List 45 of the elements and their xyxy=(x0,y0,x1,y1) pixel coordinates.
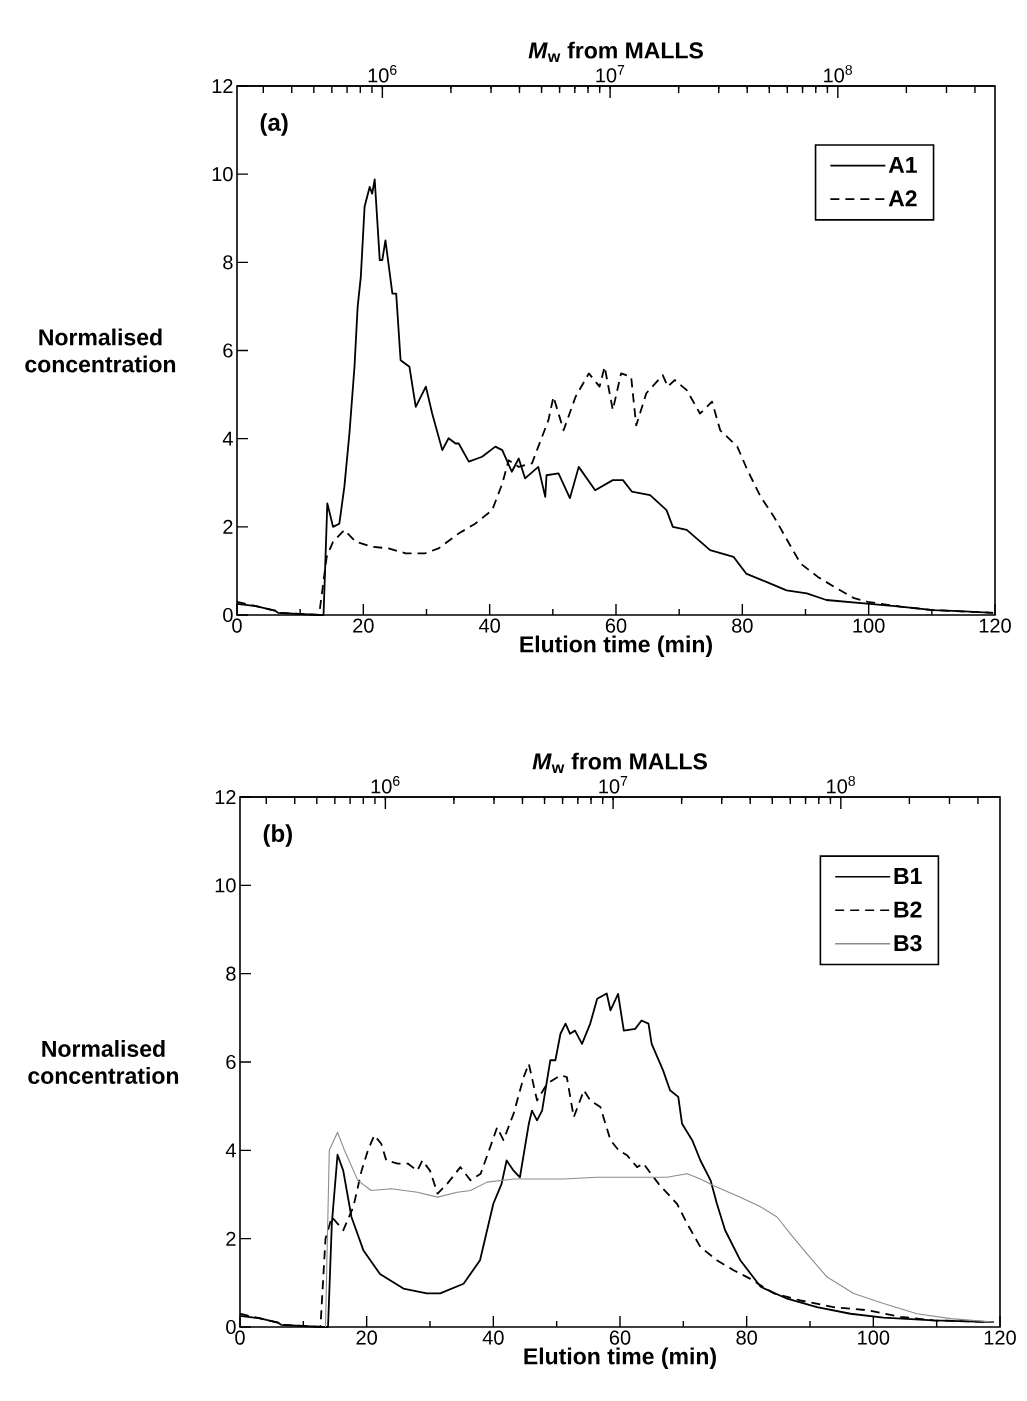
x-tick-label: 60 xyxy=(609,1330,631,1345)
y-tick-label: 4 xyxy=(225,1143,236,1158)
annotation: (a) xyxy=(260,113,288,136)
y-tick-label: 6 xyxy=(226,1054,236,1070)
y-tick-label: 4 xyxy=(222,431,233,446)
x-tick-label: 20 xyxy=(356,1330,377,1345)
y-tick-label: 8 xyxy=(226,966,236,981)
legend-label: A1 xyxy=(888,156,917,173)
legend-label: B2 xyxy=(894,901,922,918)
y-axis-title: Normalised concentration xyxy=(28,1040,179,1084)
x-tick-label: 80 xyxy=(736,1330,757,1345)
x-axis-title: Elution time (min) xyxy=(520,635,712,657)
x2-tick-label: 10$^{8}$ xyxy=(824,64,852,83)
y-tick-label: 12 xyxy=(212,79,233,93)
y-tick-label: 2 xyxy=(223,519,233,534)
x-tick-label: 120 xyxy=(984,1330,1016,1345)
annotation: (b) xyxy=(263,824,292,847)
x2-tick-label: 10$^{8}$ xyxy=(827,775,855,794)
x-axis-title: Elution time (min) xyxy=(524,1347,716,1369)
y-tick-label: 0 xyxy=(223,607,233,623)
y-tick-label: 2 xyxy=(226,1231,236,1246)
y-tick-label: 6 xyxy=(223,343,233,358)
x2-tick-label: 10$^{6}$ xyxy=(371,775,400,794)
y-tick-label: 0 xyxy=(226,1319,236,1335)
x-tick-label: 60 xyxy=(605,618,627,633)
y-tick-label: 10 xyxy=(215,878,236,893)
x-tick-label: 100 xyxy=(853,618,885,633)
x-tick-label: 20 xyxy=(353,618,374,633)
x-tick-label: 80 xyxy=(732,618,753,633)
x2-tick-label: 10$^{7}$ xyxy=(596,65,625,83)
y-tick-label: 8 xyxy=(223,255,233,270)
x2-axis-title: M$_{w}$ from MALLS xyxy=(532,752,707,774)
y-tick-label: 12 xyxy=(215,790,236,804)
y-tick-label: 10 xyxy=(212,167,233,182)
y-axis-title: Normalised concentration xyxy=(25,328,176,373)
legend-label: A2 xyxy=(888,190,917,207)
x2-tick-label: 10$^{6}$ xyxy=(368,64,397,83)
x-tick-label: 120 xyxy=(979,618,1011,633)
x-tick-label: 100 xyxy=(858,1330,890,1345)
x2-tick-label: 10$^{7}$ xyxy=(599,776,628,794)
legend-label: B1 xyxy=(894,868,922,884)
legend-label: B3 xyxy=(894,934,922,952)
x2-axis-title: M$_{w}$ from MALLS xyxy=(528,41,703,63)
x-tick-label: 40 xyxy=(478,618,500,633)
x-tick-label: 40 xyxy=(482,1330,504,1345)
